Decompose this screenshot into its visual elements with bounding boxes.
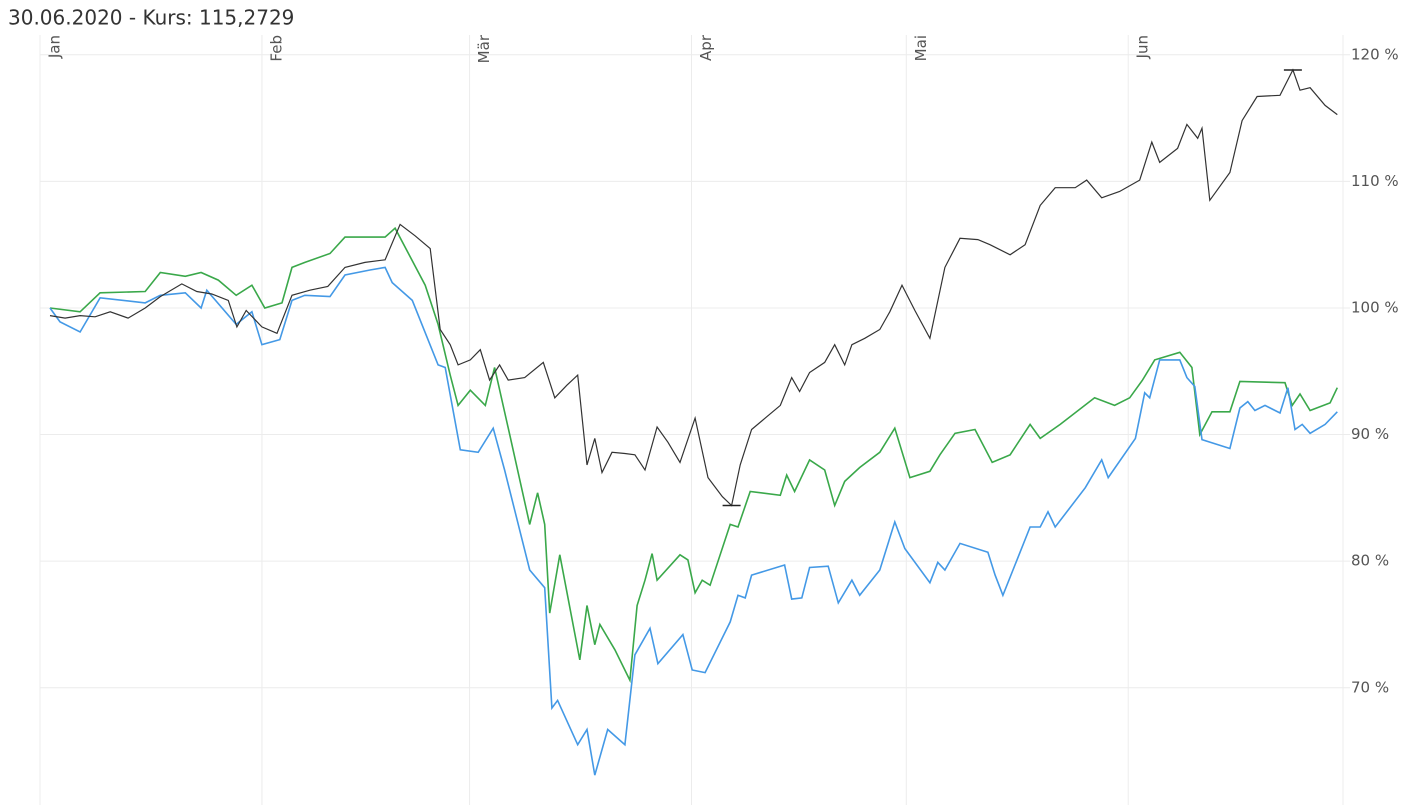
y-tick-label: 110 % xyxy=(1351,172,1399,190)
y-tick-label: 90 % xyxy=(1351,425,1389,443)
y-tick-label: 120 % xyxy=(1351,45,1399,63)
x-tick-label: Jan xyxy=(46,35,64,59)
x-tick-label: Mär xyxy=(475,34,493,63)
line-series xyxy=(49,266,1338,776)
x-tick-label: Jun xyxy=(1134,35,1152,59)
y-tick-label: 80 % xyxy=(1351,552,1389,570)
x-tick-label: Mai xyxy=(912,35,930,61)
y-tick-label: 70 % xyxy=(1351,678,1389,696)
line-series xyxy=(49,226,1339,684)
x-tick-label: Apr xyxy=(697,34,715,61)
y-tick-label: 100 % xyxy=(1351,298,1399,316)
x-tick-label: Feb xyxy=(267,35,285,62)
line-series xyxy=(49,68,1338,507)
chart-title: 30.06.2020 - Kurs: 115,2729 xyxy=(8,6,294,30)
